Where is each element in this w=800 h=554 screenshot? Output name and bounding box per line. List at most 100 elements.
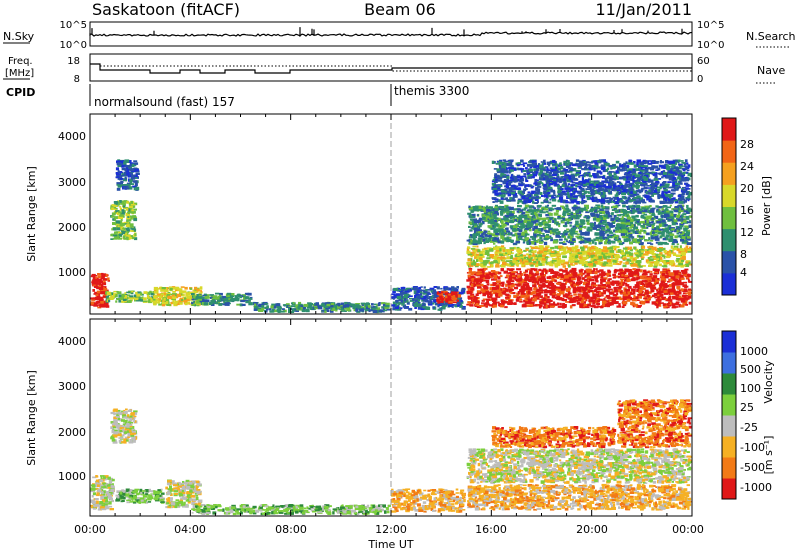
power-cell <box>547 305 551 309</box>
power-cell <box>596 256 600 260</box>
power-cell <box>117 231 122 234</box>
power-cell <box>586 272 591 275</box>
power-cell <box>402 304 407 308</box>
power-cell <box>129 206 133 210</box>
power-cell <box>609 288 613 291</box>
power-cell <box>516 296 521 299</box>
power-cell <box>219 296 223 300</box>
power-cell <box>627 248 632 250</box>
power-cell <box>599 254 603 257</box>
power-cell <box>477 297 480 300</box>
power-cell <box>158 288 161 290</box>
power-cell <box>117 237 122 240</box>
power-cell <box>469 229 473 231</box>
power-cell <box>574 288 579 292</box>
power-cell <box>123 298 127 301</box>
power-cell <box>574 260 580 263</box>
power-cell <box>653 293 658 297</box>
power-cell <box>589 301 592 304</box>
power-cell <box>553 301 556 305</box>
power-cell <box>648 249 653 252</box>
power-cell <box>512 257 518 261</box>
power-panel: Slant Range [km] 1000 2000 3000 4000 <box>25 113 693 315</box>
power-cell <box>133 187 136 191</box>
power-cell <box>159 293 164 296</box>
power-cell <box>521 263 525 267</box>
power-cell <box>253 308 257 311</box>
power-cell <box>561 221 565 224</box>
power-cell <box>500 268 504 272</box>
power-cell <box>528 255 531 259</box>
power-cell <box>688 301 692 305</box>
power-cell <box>400 295 404 297</box>
power-cell <box>670 276 676 279</box>
power-cell <box>564 278 567 281</box>
power-cell <box>197 296 202 300</box>
power-cell <box>612 260 617 263</box>
power-cell <box>678 280 681 284</box>
power-cell <box>301 309 307 312</box>
power-cell <box>213 295 218 298</box>
power-cell <box>583 301 586 304</box>
power-cell <box>179 290 183 294</box>
power-cell <box>479 259 483 263</box>
power-cell <box>539 284 543 286</box>
power-cell <box>550 299 553 303</box>
power-cell <box>546 300 551 303</box>
power-cell <box>122 235 126 239</box>
power-cell <box>666 254 672 257</box>
power-cell <box>504 306 508 309</box>
power-cell <box>545 205 549 208</box>
power-cell <box>639 269 643 273</box>
power-cell <box>511 284 515 288</box>
power-cell <box>485 273 490 277</box>
power-cell <box>660 278 665 282</box>
power-cell <box>584 260 588 263</box>
power-cell <box>555 234 560 238</box>
power-cell <box>583 245 588 249</box>
power-cell <box>563 304 567 308</box>
power-cell <box>113 206 117 209</box>
power-cell <box>561 251 565 254</box>
power-cell <box>629 248 633 252</box>
power-cell <box>486 257 491 260</box>
power-cell <box>479 274 484 279</box>
power-cell <box>549 286 553 289</box>
power-cell <box>681 251 686 256</box>
power-cell <box>584 204 589 207</box>
power-cell <box>537 251 542 254</box>
power-cell <box>689 246 692 250</box>
nsky-trace <box>89 27 693 38</box>
power-cell <box>632 277 636 280</box>
power-cell <box>636 234 639 238</box>
power-cell <box>658 303 662 307</box>
power-cell <box>118 211 122 214</box>
power-cell <box>583 292 589 296</box>
power-cell <box>509 256 513 260</box>
power-cell <box>584 295 590 299</box>
power-cell <box>632 274 637 277</box>
power-cell <box>161 304 166 307</box>
power-cell <box>529 303 533 307</box>
power-cell <box>551 278 556 282</box>
power-cell <box>115 293 118 298</box>
power-cell <box>682 255 686 259</box>
power-cell <box>413 298 418 300</box>
power-cell <box>540 272 543 276</box>
power-cell <box>566 296 569 299</box>
power-cell <box>396 295 402 300</box>
power-cell <box>542 226 547 230</box>
power-cell <box>584 275 587 278</box>
power-cell <box>194 302 197 305</box>
power-cell <box>664 305 669 308</box>
power-cell <box>466 247 470 252</box>
power-cell <box>598 257 603 261</box>
power-cell <box>170 301 175 305</box>
power-cell <box>667 271 671 273</box>
power-cell <box>472 259 475 263</box>
power-cell <box>483 268 486 271</box>
power-cell <box>291 302 294 305</box>
power-cell <box>556 229 559 232</box>
power-cell <box>121 293 125 297</box>
power-cell <box>345 302 351 305</box>
